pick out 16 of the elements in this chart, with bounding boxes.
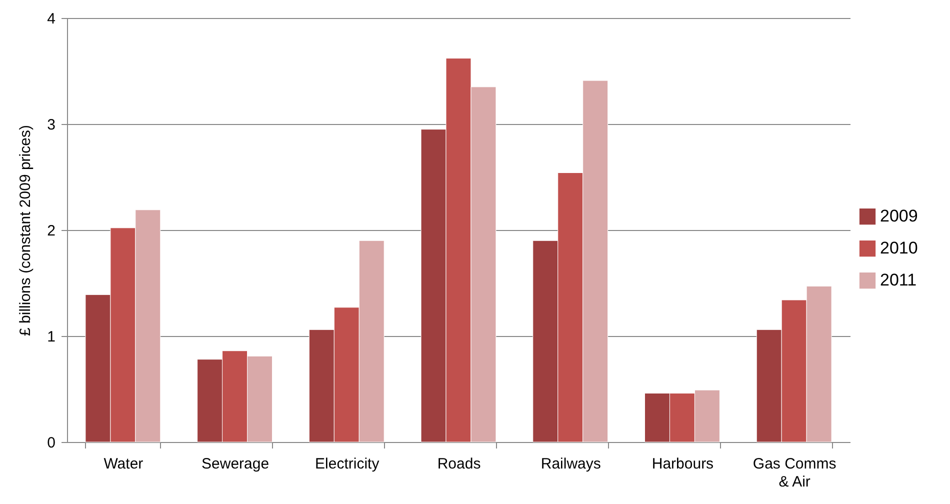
y-tick-label: 3 <box>47 116 56 134</box>
legend-label: 2009 <box>880 206 918 226</box>
y-tick-label: 0 <box>47 434 56 452</box>
x-tick-label: Harbours <box>652 456 714 472</box>
y-tick-label: 2 <box>47 222 56 240</box>
x-tick-label: Sewerage <box>202 456 270 472</box>
y-tick-label: 4 <box>47 10 56 28</box>
legend-label: 2011 <box>880 270 917 290</box>
x-tick-label: Railways <box>540 456 601 472</box>
legend-label: 2010 <box>880 238 918 258</box>
y-tick-label: 1 <box>47 328 56 346</box>
y-axis-title: £ billions (constant 2009 prices) <box>17 125 34 336</box>
x-tick-label: Water <box>104 456 144 472</box>
x-tick-label: Gas Comms & Air <box>752 456 836 490</box>
x-tick-label: Roads <box>437 456 481 472</box>
x-tick-label: Electricity <box>315 456 380 472</box>
